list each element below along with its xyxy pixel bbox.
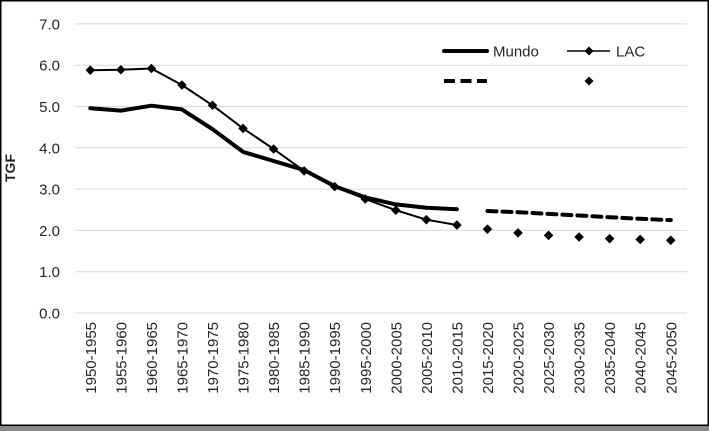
gridlines bbox=[75, 23, 687, 314]
series-mundo-projection-dashed-line bbox=[485, 209, 673, 223]
y-tick-label: 5.0 bbox=[39, 99, 60, 116]
x-tick-label: 1955-1960 bbox=[113, 322, 130, 394]
x-tick-label: 1950-1955 bbox=[83, 322, 100, 394]
legend-lac-label: LAC bbox=[616, 44, 645, 61]
x-tick-label: 2010-2015 bbox=[449, 322, 466, 394]
series-lac-marker bbox=[85, 65, 96, 75]
x-tick-label: 1960-1965 bbox=[144, 322, 161, 394]
x-tick-label: 2025-2030 bbox=[541, 322, 558, 394]
x-tick-label: 1990-1995 bbox=[327, 322, 344, 394]
x-tick-label: 1980-1985 bbox=[266, 322, 283, 394]
y-tick-label: 4.0 bbox=[39, 140, 60, 157]
series-lac-marker bbox=[452, 220, 462, 230]
x-tick-label: 2020-2025 bbox=[511, 322, 528, 394]
y-tick-label: 1.0 bbox=[39, 264, 60, 281]
series-lac-marker bbox=[299, 166, 309, 176]
y-tick-label: 3.0 bbox=[39, 182, 60, 199]
series-lac-projection-marker bbox=[482, 224, 493, 234]
x-tick-label: 2045-2050 bbox=[663, 322, 680, 394]
legend-lac-diamond-icon bbox=[584, 46, 594, 56]
series-lac-marker bbox=[177, 80, 187, 90]
x-tick-label: 2030-2035 bbox=[572, 322, 589, 394]
x-tick-label: 1965-1970 bbox=[174, 322, 191, 394]
x-axis-tick-labels: 1950-1955 1955-1960 1960-1965 1965-1970 1970… bbox=[83, 322, 680, 394]
series-lac-marker bbox=[329, 181, 340, 192]
x-tick-label: 2040-2045 bbox=[633, 322, 650, 394]
y-tick-label: 0.0 bbox=[39, 306, 60, 323]
x-tick-label: 2015-2020 bbox=[480, 322, 497, 394]
series-lac-marker bbox=[268, 144, 279, 154]
x-tick-label: 1995-2000 bbox=[358, 322, 375, 394]
legend: Mundo LAC bbox=[442, 44, 645, 86]
y-tick-label: 7.0 bbox=[39, 16, 60, 33]
series-lac-projection-marker bbox=[574, 232, 584, 242]
series-lac-marker bbox=[360, 194, 371, 204]
x-tick-label: 1970-1975 bbox=[205, 322, 222, 394]
series-lac-marker bbox=[207, 100, 218, 111]
y-axis-tick-labels: 0.0 1.0 2.0 3.0 4.0 5.0 6.0 7.0 bbox=[39, 16, 60, 322]
series-lac-projection-marker bbox=[604, 233, 615, 244]
x-tick-label: 2035-2040 bbox=[602, 322, 619, 394]
series-mundo-line bbox=[88, 103, 459, 212]
series-lac-marker bbox=[116, 64, 126, 75]
series-lac-marker bbox=[146, 63, 157, 74]
series-lac-marker bbox=[238, 123, 248, 134]
series-lac-projection-marker bbox=[665, 235, 676, 246]
series-layer bbox=[85, 63, 676, 246]
x-tick-label: 2005-2010 bbox=[419, 322, 436, 394]
y-tick-label: 6.0 bbox=[39, 58, 60, 75]
series-lac-projection-marker bbox=[543, 230, 554, 241]
series-lac-marker bbox=[391, 205, 401, 215]
x-tick-label: 2000-2005 bbox=[388, 322, 405, 394]
series-lac-projection-marker bbox=[635, 234, 645, 245]
series-lac-marker bbox=[421, 214, 432, 225]
legend-projection-diamond-swatch bbox=[584, 76, 594, 86]
y-axis-title: TGF bbox=[2, 154, 18, 182]
x-tick-label: 1985-1990 bbox=[297, 322, 314, 394]
x-tick-label: 1975-1980 bbox=[236, 322, 253, 394]
series-lac-projection-marker bbox=[513, 228, 523, 238]
legend-mundo-label: Mundo bbox=[493, 44, 539, 61]
y-tick-label: 2.0 bbox=[39, 223, 60, 240]
